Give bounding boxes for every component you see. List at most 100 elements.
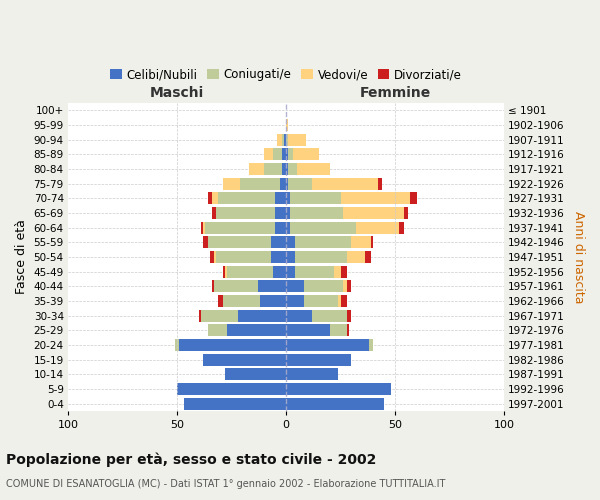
Bar [260, 295, 286, 307]
Bar [356, 222, 400, 234]
Bar [218, 295, 223, 307]
Bar [377, 178, 382, 190]
Bar [208, 324, 227, 336]
Bar [212, 280, 214, 292]
Bar [286, 383, 391, 395]
Bar [288, 178, 312, 190]
Bar [273, 148, 281, 160]
Y-axis label: Fasce di età: Fasce di età [15, 220, 28, 294]
Bar [286, 354, 352, 366]
Bar [210, 251, 214, 263]
Bar [216, 251, 271, 263]
Bar [312, 310, 347, 322]
Bar [264, 163, 281, 175]
Bar [288, 134, 305, 145]
Bar [175, 339, 179, 351]
Bar [286, 398, 384, 409]
Bar [223, 266, 225, 278]
Bar [343, 280, 347, 292]
Bar [208, 192, 212, 204]
Bar [281, 148, 286, 160]
Bar [286, 148, 288, 160]
Bar [273, 266, 286, 278]
Bar [179, 339, 286, 351]
Bar [240, 178, 280, 190]
Bar [281, 163, 286, 175]
Bar [286, 178, 288, 190]
Bar [286, 266, 295, 278]
Bar [400, 222, 404, 234]
Bar [201, 310, 238, 322]
Bar [271, 236, 286, 248]
Bar [341, 295, 347, 307]
Bar [352, 236, 371, 248]
Bar [290, 222, 356, 234]
Bar [275, 192, 286, 204]
Bar [225, 266, 227, 278]
Bar [258, 280, 286, 292]
Bar [286, 192, 290, 204]
Bar [225, 368, 286, 380]
Bar [223, 295, 260, 307]
Bar [286, 295, 304, 307]
Bar [410, 192, 417, 204]
Bar [286, 119, 288, 131]
Bar [203, 354, 286, 366]
Bar [312, 178, 377, 190]
Bar [297, 163, 329, 175]
Bar [329, 324, 347, 336]
Bar [286, 207, 290, 219]
Bar [203, 222, 205, 234]
Bar [290, 207, 343, 219]
Bar [369, 339, 373, 351]
Bar [371, 236, 373, 248]
Bar [286, 134, 288, 145]
Bar [304, 280, 343, 292]
Bar [212, 207, 216, 219]
Bar [275, 222, 286, 234]
Bar [216, 207, 275, 219]
Bar [203, 236, 208, 248]
Bar [286, 236, 295, 248]
Bar [214, 280, 258, 292]
Text: Popolazione per età, sesso e stato civile - 2002: Popolazione per età, sesso e stato civil… [6, 452, 376, 467]
Legend: Celibi/Nubili, Coniugati/e, Vedovi/e, Divorziati/e: Celibi/Nubili, Coniugati/e, Vedovi/e, Di… [108, 66, 464, 84]
Bar [290, 192, 341, 204]
Bar [286, 163, 288, 175]
Bar [341, 266, 347, 278]
Bar [288, 148, 293, 160]
Text: Maschi: Maschi [150, 86, 204, 100]
Bar [277, 134, 281, 145]
Bar [249, 163, 264, 175]
Bar [271, 251, 286, 263]
Bar [264, 148, 273, 160]
Bar [288, 163, 297, 175]
Bar [205, 222, 275, 234]
Bar [347, 251, 365, 263]
Y-axis label: Anni di nascita: Anni di nascita [572, 210, 585, 303]
Bar [281, 134, 284, 145]
Text: Femmine: Femmine [359, 86, 431, 100]
Bar [295, 266, 334, 278]
Bar [286, 368, 338, 380]
Bar [218, 192, 275, 204]
Bar [227, 324, 286, 336]
Bar [208, 236, 271, 248]
Bar [304, 295, 338, 307]
Bar [295, 251, 347, 263]
Bar [347, 310, 352, 322]
Bar [293, 148, 319, 160]
Bar [201, 222, 203, 234]
Bar [275, 207, 286, 219]
Bar [177, 383, 286, 395]
Bar [214, 251, 216, 263]
Bar [223, 178, 240, 190]
Bar [341, 192, 410, 204]
Bar [199, 310, 201, 322]
Bar [286, 324, 329, 336]
Bar [295, 236, 352, 248]
Bar [284, 134, 286, 145]
Bar [365, 251, 371, 263]
Bar [280, 178, 286, 190]
Bar [334, 266, 341, 278]
